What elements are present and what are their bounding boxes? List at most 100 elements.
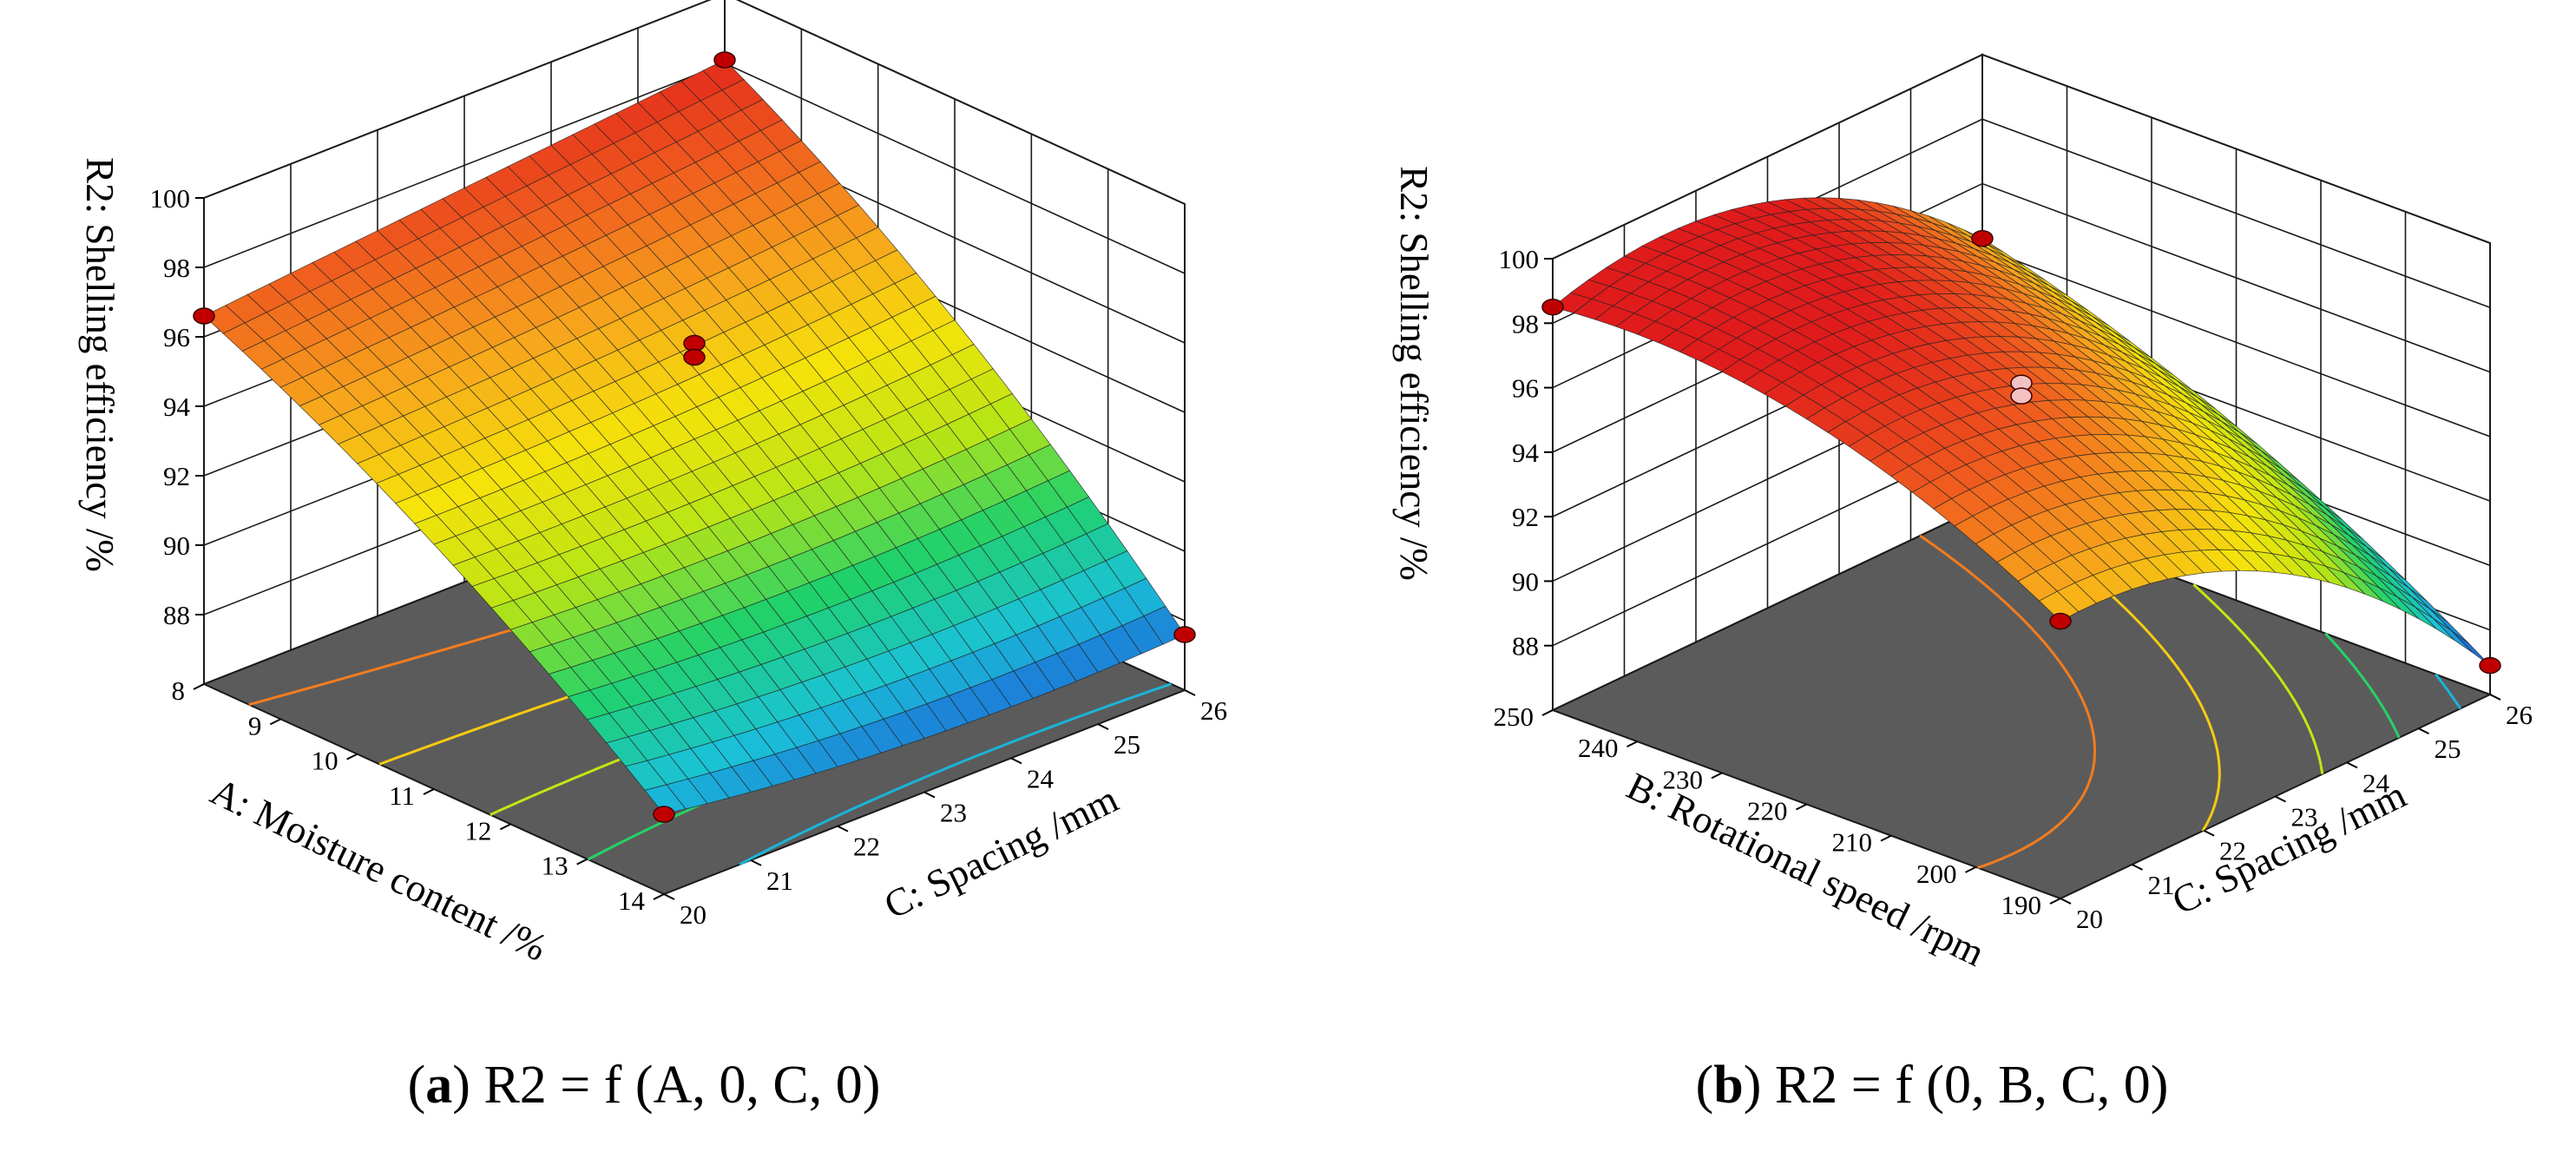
y-tick-mark — [1184, 689, 1196, 696]
y-tick-label: 21 — [766, 866, 793, 896]
contour-line-96 — [1919, 534, 2097, 870]
z-tick-label: 92 — [1512, 502, 1539, 532]
x-tick-mark — [193, 683, 205, 690]
design-point — [1173, 626, 1196, 643]
z-tick-label: 88 — [163, 600, 190, 630]
contour-line-88 — [2435, 673, 2461, 710]
y-tick-label: 21 — [2148, 870, 2175, 900]
z-axis-a: 88 90 92 94 96 98 100 — [150, 183, 204, 630]
x-tick-label: 220 — [1747, 796, 1788, 826]
x-tick-mark — [346, 753, 358, 760]
x-tick-label: 210 — [1832, 827, 1873, 858]
x-tick-label: 190 — [2001, 890, 2042, 920]
y-tick-mark — [2418, 727, 2429, 735]
caption-a: (a) R2 = f (A, 0, C, 0) — [407, 1056, 881, 1115]
design-point — [1971, 229, 1994, 247]
y-axis-title: C: Spacing /mm — [877, 777, 1125, 927]
y-tick-mark — [663, 893, 675, 900]
z-tick-label: 100 — [1499, 244, 1540, 274]
z-tick-label: 90 — [163, 530, 190, 561]
x-tick-label: 230 — [1663, 764, 1704, 794]
chart-panel-b: 88 90 92 94 96 98 100 250 240 230 220 210 200 190 20 21… — [1288, 0, 2576, 1165]
z-tick-label: 96 — [163, 322, 190, 352]
x-tick-label: 240 — [1578, 733, 1619, 763]
x-tick-label: 11 — [389, 780, 415, 811]
x-tick-label: 9 — [248, 710, 262, 740]
x-tick-mark — [423, 788, 435, 795]
y-tick-label: 24 — [2362, 767, 2390, 798]
x-tick-mark — [2049, 898, 2061, 905]
y-tick-mark — [2132, 863, 2143, 871]
x-tick-mark — [1880, 834, 1892, 842]
y-tick-mark — [2346, 761, 2358, 769]
design-points-a — [193, 51, 1196, 823]
y-tick-label: 26 — [1200, 695, 1227, 726]
z-axis-title: R2: Shelling efficiency /% — [1392, 166, 1436, 581]
x-tick-mark — [1796, 803, 1807, 811]
surface-patch — [2038, 590, 2080, 622]
x-tick-mark — [653, 893, 665, 900]
caption-a-formula: R2 = f (A, 0, C, 0) — [483, 1056, 881, 1115]
y-tick-mark — [923, 791, 936, 799]
y-tick-mark — [2275, 795, 2286, 803]
contour-line-92 — [2192, 583, 2324, 774]
y-tick-label: 20 — [680, 899, 706, 930]
z-tick-label: 88 — [1512, 631, 1539, 661]
caption-a-label: a — [425, 1056, 453, 1115]
surface-a — [203, 59, 1186, 815]
x-tick-mark — [1965, 866, 1976, 873]
x-tick-label: 14 — [618, 885, 646, 916]
design-point — [2479, 656, 2501, 675]
surface-b — [1552, 197, 2491, 666]
x-tick-label: 13 — [542, 851, 568, 881]
y-tick-label: 22 — [853, 832, 880, 862]
design-point — [653, 806, 675, 823]
design-point — [2010, 387, 2033, 405]
z-axis-b: 88 90 92 94 96 98 100 — [1499, 244, 1553, 661]
y-tick-mark — [1097, 723, 1109, 731]
caption-b-formula: R2 = f (0, B, C, 0) — [1774, 1056, 2169, 1115]
z-tick-label: 100 — [150, 183, 191, 214]
x-tick-label: 10 — [312, 746, 338, 776]
x-tick-label: 250 — [1494, 701, 1534, 732]
contour-line-90 — [2324, 632, 2401, 739]
z-tick-label: 98 — [163, 253, 190, 283]
x-tick-label: 200 — [1916, 859, 1957, 889]
y-tick-label: 23 — [2291, 802, 2318, 833]
x-tick-mark — [499, 823, 511, 831]
x-tick-label: 12 — [464, 815, 491, 846]
y-tick-label: 23 — [940, 798, 967, 828]
x-tick-label: 8 — [172, 675, 186, 706]
x-tick-mark — [576, 858, 588, 866]
y-tick-label: 25 — [1114, 729, 1140, 760]
z-axis-title: R2: Shelling efficiency /% — [78, 157, 122, 572]
z-tick-label: 96 — [1512, 373, 1539, 404]
x-axis-a: 8 9 10 11 12 13 14 — [172, 675, 665, 916]
y-axis-b: 20 21 22 23 24 25 26 — [2060, 694, 2533, 934]
design-points-b — [1541, 229, 2501, 675]
y-tick-mark — [2489, 694, 2501, 701]
x-tick-mark — [269, 718, 281, 726]
chart-panel-a: 88 90 92 94 96 98 100 8 9 10 11 12 13 14 20 21 22 23 24 25 2… — [78, 0, 1227, 1115]
x-tick-mark — [1626, 740, 1638, 748]
x-tick-mark — [1711, 772, 1723, 780]
y-tick-label: 25 — [2435, 734, 2461, 764]
design-point — [193, 307, 215, 325]
y-tick-mark — [837, 825, 849, 833]
design-point — [713, 51, 736, 69]
z-tick-label: 94 — [163, 392, 191, 422]
y-tick-mark — [2060, 898, 2072, 905]
design-point — [2049, 612, 2072, 630]
y-tick-label: 24 — [1027, 763, 1055, 793]
y-tick-mark — [1010, 757, 1022, 765]
caption-b-label: b — [1713, 1056, 1744, 1115]
surface-chart-b: 88 90 92 94 96 98 100 250 240 230 220 210 200 190 20 21… — [1392, 53, 2533, 975]
z-tick-label: 90 — [1512, 566, 1539, 596]
z-tick-label: 94 — [1512, 438, 1540, 468]
y-tick-label: 20 — [2076, 904, 2103, 934]
design-point — [683, 348, 706, 366]
design-point — [1541, 298, 1564, 316]
contour-line-88 — [739, 682, 1172, 866]
y-tick-mark — [750, 859, 762, 866]
